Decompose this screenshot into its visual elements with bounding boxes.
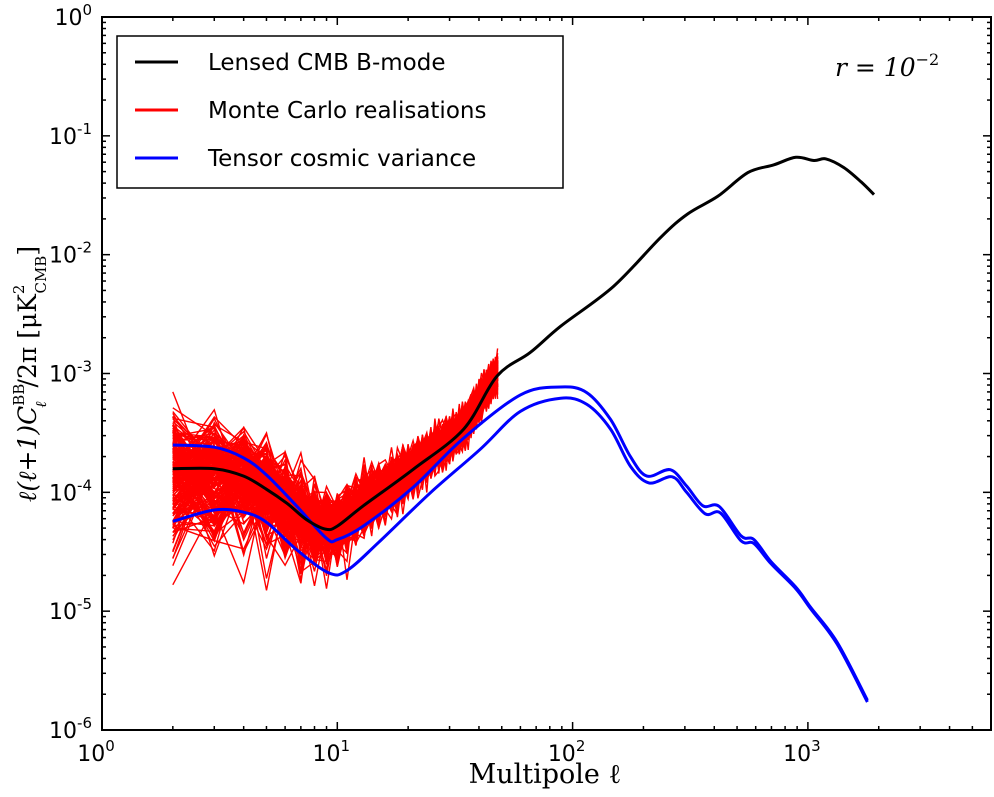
r-annotation: r = 10−2 bbox=[835, 50, 939, 82]
y-tick-label: 10-6 bbox=[49, 714, 92, 744]
x-tick-label: 102 bbox=[548, 737, 586, 767]
y-tick-label: 100 bbox=[54, 1, 92, 31]
x-tick-label: 101 bbox=[313, 737, 351, 767]
y-label-unit-sup: 2 bbox=[10, 285, 28, 295]
y-tick-label: 10-2 bbox=[49, 239, 92, 269]
legend-box bbox=[116, 35, 564, 189]
y-tick-label: 10-5 bbox=[49, 595, 92, 625]
monte-carlo-realisation bbox=[172, 370, 499, 576]
y-tick-label: 10-1 bbox=[49, 120, 92, 150]
y-axis-label: ℓ(ℓ+1)CBB ℓ/2π [μK2 CMB] bbox=[10, 246, 50, 502]
legend-label-tensor: Tensor cosmic variance bbox=[207, 146, 476, 172]
y-label-unit-sub: CMB bbox=[32, 256, 50, 294]
x-tick-label: 100 bbox=[77, 737, 115, 767]
x-tick-label: 103 bbox=[783, 737, 821, 767]
tensor-variance-upper-line bbox=[172, 385, 869, 701]
y-tick-label: 10-4 bbox=[49, 476, 92, 506]
y-label-sup: BB bbox=[10, 384, 28, 406]
monte-carlo-realisation bbox=[172, 365, 499, 537]
tensor-variance-lower-line bbox=[172, 396, 869, 703]
y-tick-label: 10-3 bbox=[49, 358, 92, 388]
legend: Lensed CMB B-mode Monte Carlo realisatio… bbox=[116, 35, 564, 189]
lensed-bmode-line bbox=[172, 155, 876, 532]
legend-label-monte-carlo: Monte Carlo realisations bbox=[208, 98, 486, 124]
x-axis-label: Multipole ℓ bbox=[469, 759, 622, 790]
y-label-after: /2π [μK bbox=[13, 293, 42, 388]
axes: 100 101 102 103 100 10-1 10-2 10-3 10-4 10-5 10-6 bbox=[49, 1, 992, 767]
monte-carlo-realisation bbox=[172, 367, 499, 550]
curves bbox=[172, 155, 876, 703]
legend-label-lensed: Lensed CMB B-mode bbox=[208, 50, 445, 76]
r-annotation-text: r = 10 bbox=[835, 53, 916, 82]
y-label-main: ℓ(ℓ+1)C bbox=[13, 406, 42, 502]
y-label-sub: ℓ bbox=[32, 401, 50, 407]
y-label-close: ] bbox=[13, 246, 42, 256]
r-annotation-exp: −2 bbox=[916, 50, 940, 69]
